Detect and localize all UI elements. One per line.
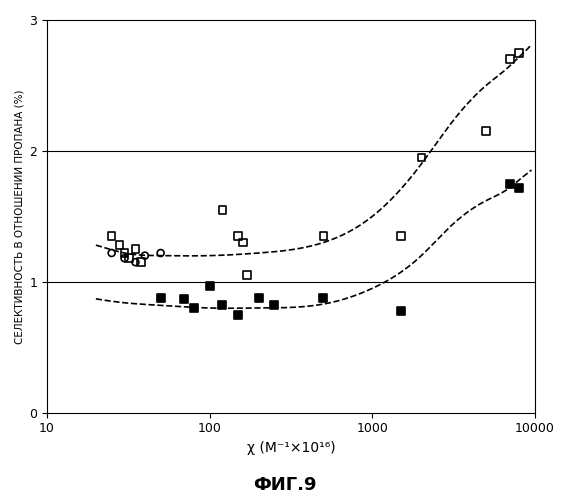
Point [417, 154, 426, 162]
Point [482, 128, 491, 136]
Point [107, 249, 116, 257]
Point [180, 295, 189, 303]
Point [156, 294, 165, 302]
Point [120, 254, 129, 262]
Point [319, 294, 328, 302]
Point [238, 238, 247, 246]
Point [515, 48, 524, 56]
Point [189, 304, 198, 312]
Point [120, 249, 129, 257]
Point [319, 232, 328, 240]
Point [505, 180, 514, 188]
X-axis label: χ (М⁻¹×10¹⁶): χ (М⁻¹×10¹⁶) [247, 441, 335, 455]
Point [505, 56, 514, 64]
Y-axis label: СЕЛЕКТИВНОСТЬ В ОТНОШЕНИИ ПРОПАНА (%): СЕЛЕКТИВНОСТЬ В ОТНОШЕНИИ ПРОПАНА (%) [15, 89, 25, 344]
Point [234, 310, 243, 318]
Point [140, 252, 149, 260]
Point [115, 241, 124, 249]
Point [270, 302, 279, 310]
Point [396, 232, 405, 240]
Point [137, 258, 146, 266]
Point [124, 254, 133, 262]
Point [156, 249, 165, 257]
Point [107, 232, 116, 240]
Point [218, 206, 227, 214]
Point [131, 245, 140, 253]
Point [243, 272, 252, 280]
Point [205, 282, 214, 290]
Point [234, 232, 243, 240]
Point [515, 184, 524, 192]
Point [254, 294, 263, 302]
Point [131, 258, 140, 266]
Point [396, 306, 405, 314]
Point [218, 302, 227, 310]
Text: ФИГ.9: ФИГ.9 [253, 476, 317, 494]
